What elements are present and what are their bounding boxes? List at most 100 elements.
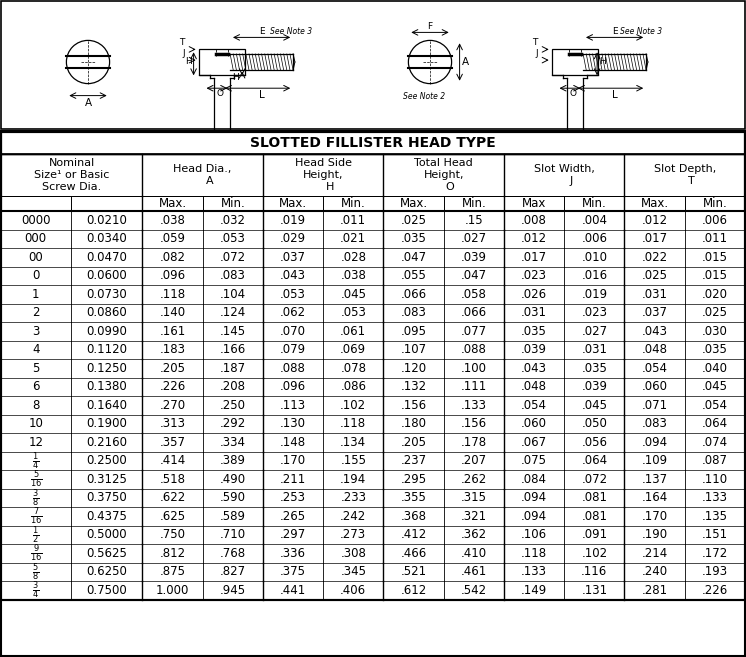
Text: .017: .017 <box>642 233 668 245</box>
Text: .170: .170 <box>642 510 668 523</box>
Text: .273: .273 <box>340 528 366 541</box>
Text: .086: .086 <box>340 380 366 394</box>
Text: .208: .208 <box>220 380 245 394</box>
Text: .134: .134 <box>340 436 366 449</box>
Text: T: T <box>532 38 538 47</box>
Text: $\frac{7}{16}$: $\frac{7}{16}$ <box>30 505 42 527</box>
Text: .078: .078 <box>340 362 366 374</box>
Text: .025: .025 <box>642 269 668 283</box>
Text: .071: .071 <box>642 399 668 412</box>
Text: O: O <box>569 89 577 98</box>
Text: .096: .096 <box>280 380 306 394</box>
Text: 0.1640: 0.1640 <box>86 399 127 412</box>
Text: A: A <box>462 57 468 67</box>
Text: .060: .060 <box>642 380 668 394</box>
Text: .039: .039 <box>461 251 487 263</box>
Text: .064: .064 <box>702 417 728 430</box>
Text: 0.6250: 0.6250 <box>86 565 127 578</box>
Text: Min.: Min. <box>582 197 606 210</box>
Text: .321: .321 <box>461 510 487 523</box>
Text: .145: .145 <box>220 325 246 338</box>
Text: .050: .050 <box>581 417 607 430</box>
Text: $\frac{1}{4}$: $\frac{1}{4}$ <box>32 450 40 472</box>
Text: .060: .060 <box>521 417 547 430</box>
Text: .161: .161 <box>160 325 186 338</box>
Text: $\frac{5}{16}$: $\frac{5}{16}$ <box>30 468 42 490</box>
Text: .096: .096 <box>160 269 186 283</box>
Text: .113: .113 <box>280 399 306 412</box>
Text: .031: .031 <box>642 288 668 301</box>
Text: .047: .047 <box>401 251 427 263</box>
Text: Total Head
Height,
    O: Total Head Height, O <box>414 158 473 192</box>
Text: .043: .043 <box>280 269 306 283</box>
Text: 0.2500: 0.2500 <box>86 454 127 467</box>
Text: .037: .037 <box>642 306 668 319</box>
Text: 0.0340: 0.0340 <box>86 233 127 245</box>
Text: .062: .062 <box>280 306 306 319</box>
Text: .027: .027 <box>581 325 607 338</box>
Text: .406: .406 <box>340 584 366 597</box>
Text: 10: 10 <box>28 417 43 430</box>
Text: O: O <box>216 89 224 98</box>
Text: .094: .094 <box>521 491 547 505</box>
Text: H: H <box>599 58 606 66</box>
Text: 8: 8 <box>32 399 40 412</box>
Text: .180: .180 <box>401 417 427 430</box>
Text: Nominal
Size¹ or Basic
Screw Dia.: Nominal Size¹ or Basic Screw Dia. <box>34 158 110 192</box>
Text: J: J <box>182 49 184 58</box>
Text: .149: .149 <box>521 584 548 597</box>
Text: .205: .205 <box>401 436 427 449</box>
Text: .334: .334 <box>220 436 245 449</box>
Text: .137: .137 <box>642 473 668 486</box>
Text: .095: .095 <box>401 325 427 338</box>
Text: .110: .110 <box>702 473 728 486</box>
Text: 4: 4 <box>32 343 40 356</box>
Text: .039: .039 <box>521 343 547 356</box>
Text: .072: .072 <box>220 251 246 263</box>
Text: SLOTTED FILLISTER HEAD TYPE: SLOTTED FILLISTER HEAD TYPE <box>250 136 496 150</box>
Text: .043: .043 <box>521 362 547 374</box>
Text: 0.1900: 0.1900 <box>86 417 127 430</box>
Text: .054: .054 <box>521 399 547 412</box>
Text: .297: .297 <box>280 528 306 541</box>
Text: $\frac{9}{16}$: $\frac{9}{16}$ <box>30 543 42 564</box>
Text: 1.000: 1.000 <box>156 584 189 597</box>
Text: .008: .008 <box>521 214 547 227</box>
Text: .025: .025 <box>702 306 728 319</box>
Text: .047: .047 <box>461 269 487 283</box>
Text: .253: .253 <box>280 491 306 505</box>
Text: 0: 0 <box>32 269 40 283</box>
Text: 0.0600: 0.0600 <box>86 269 127 283</box>
Text: .368: .368 <box>401 510 427 523</box>
Text: .205: .205 <box>160 362 186 374</box>
Text: Min.: Min. <box>220 197 245 210</box>
Text: .262: .262 <box>461 473 487 486</box>
Text: .004: .004 <box>581 214 607 227</box>
Text: .107: .107 <box>401 343 427 356</box>
Text: .022: .022 <box>642 251 668 263</box>
Text: .313: .313 <box>160 417 186 430</box>
Text: .518: .518 <box>160 473 186 486</box>
Text: .035: .035 <box>401 233 427 245</box>
Text: .590: .590 <box>220 491 245 505</box>
Text: .812: .812 <box>160 547 186 560</box>
Text: .037: .037 <box>280 251 306 263</box>
Text: .048: .048 <box>642 343 668 356</box>
Text: .038: .038 <box>340 269 366 283</box>
Bar <box>1 132 745 599</box>
Text: 1: 1 <box>32 288 40 301</box>
Text: 2: 2 <box>32 306 40 319</box>
Text: .048: .048 <box>521 380 547 394</box>
Text: .750: .750 <box>160 528 186 541</box>
Text: .061: .061 <box>340 325 366 338</box>
Text: .183: .183 <box>160 343 186 356</box>
Text: J: J <box>535 49 538 58</box>
Text: .102: .102 <box>340 399 366 412</box>
Text: 3: 3 <box>32 325 40 338</box>
Text: .166: .166 <box>219 343 246 356</box>
Text: .028: .028 <box>340 251 366 263</box>
Text: See Note 3: See Note 3 <box>269 27 312 36</box>
Text: .056: .056 <box>581 436 607 449</box>
Text: .081: .081 <box>581 510 607 523</box>
Text: .156: .156 <box>461 417 487 430</box>
